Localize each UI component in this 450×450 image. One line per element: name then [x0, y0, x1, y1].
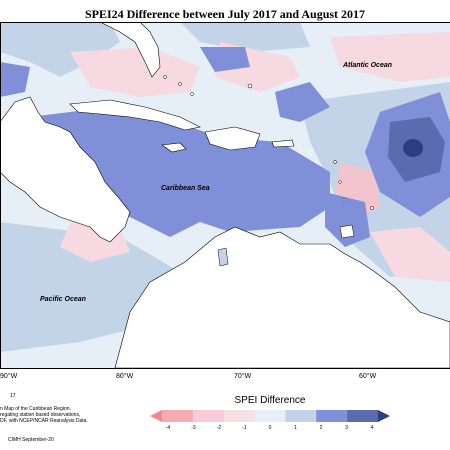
land-cuba — [69, 99, 201, 131]
anomaly-pink-southeast — [370, 227, 450, 282]
legend-min-arrow — [150, 410, 162, 422]
legend-tick-label: 2 — [319, 425, 323, 431]
island-bahamas-1 — [163, 75, 167, 79]
longitude-label-90w: 90°W — [0, 373, 18, 380]
legend-tick-label: -3 — [191, 425, 196, 431]
legend-tick-label: 0 — [268, 425, 272, 431]
anomaly-blue-west — [0, 62, 30, 97]
lake-maracaibo — [217, 247, 229, 267]
footnote-line-1: n Map of the Caribbean Region. — [0, 406, 71, 412]
anomaly-darkest-blue — [403, 139, 423, 157]
legend-tick-label: 3 — [345, 425, 348, 431]
label-pacific-ocean: Pacific Ocean — [40, 296, 86, 303]
footnote-number: 17 — [10, 393, 16, 399]
island-martinique — [338, 180, 342, 184]
island-bermuda — [247, 83, 253, 89]
legend-title: SPEI Difference — [234, 395, 306, 406]
map-title: SPEI24 Difference between July 2017 and … — [84, 7, 366, 21]
island-bahamas-2 — [178, 82, 182, 86]
legend-swatch — [316, 410, 348, 422]
legend-swatch — [347, 410, 379, 422]
land-florida — [99, 22, 161, 78]
legend-swatch — [192, 410, 225, 422]
legend-tick-label: 4 — [370, 425, 374, 431]
island-trinidad — [339, 224, 355, 239]
label-caribbean-sea: Caribbean Sea — [161, 185, 210, 192]
legend-tick-label: -1 — [242, 425, 247, 431]
anomaly-blue-lesser-antilles — [325, 192, 370, 247]
island-bahamas-3 — [190, 92, 194, 96]
land-jamaica — [161, 142, 187, 153]
anomaly-pale-blue-n — [180, 22, 310, 52]
legend-swatch — [162, 410, 194, 422]
land-puerto-rico — [271, 139, 295, 148]
legend-swatch — [254, 410, 286, 422]
land-south-america — [114, 226, 450, 368]
anomaly-pale-blue-nw — [0, 22, 120, 77]
legend-colorbar — [150, 410, 390, 422]
label-atlantic-ocean: Atlantic Ocean — [343, 62, 393, 69]
legend-tick-label: -4 — [165, 425, 171, 431]
anomaly-pink-atlantic — [330, 32, 450, 82]
island-barbados — [369, 205, 375, 211]
anomaly-blue-north-hispaniola — [275, 82, 330, 122]
legend-max-arrow — [378, 410, 390, 422]
anomaly-blue-florida — [200, 47, 250, 72]
land-central-america — [0, 96, 131, 243]
island-guadeloupe — [333, 160, 337, 164]
legend-swatch — [285, 410, 317, 422]
spei-map — [0, 22, 450, 368]
legend-tick-label: 1 — [294, 425, 297, 431]
longitude-label-60w: 60°W — [359, 373, 377, 380]
footnote-line-2: regating station based observations, — [0, 412, 81, 418]
anomaly-blue-caribbean — [30, 107, 330, 237]
anomaly-pink-gulf — [70, 47, 200, 97]
island-st-lucia — [342, 198, 346, 202]
legend-swatch — [223, 410, 256, 422]
footnote-credit: CIMH September-20 — [8, 437, 54, 443]
land-hispaniola — [204, 126, 261, 151]
longitude-label-70w: 70°W — [234, 373, 252, 380]
longitude-label-80w: 80°W — [116, 373, 134, 380]
map-area — [0, 22, 450, 368]
legend-tick-label: -2 — [216, 425, 222, 431]
footnote-line-3: DF, with NCEP/NCAR Reanalysis Data. — [0, 418, 88, 424]
